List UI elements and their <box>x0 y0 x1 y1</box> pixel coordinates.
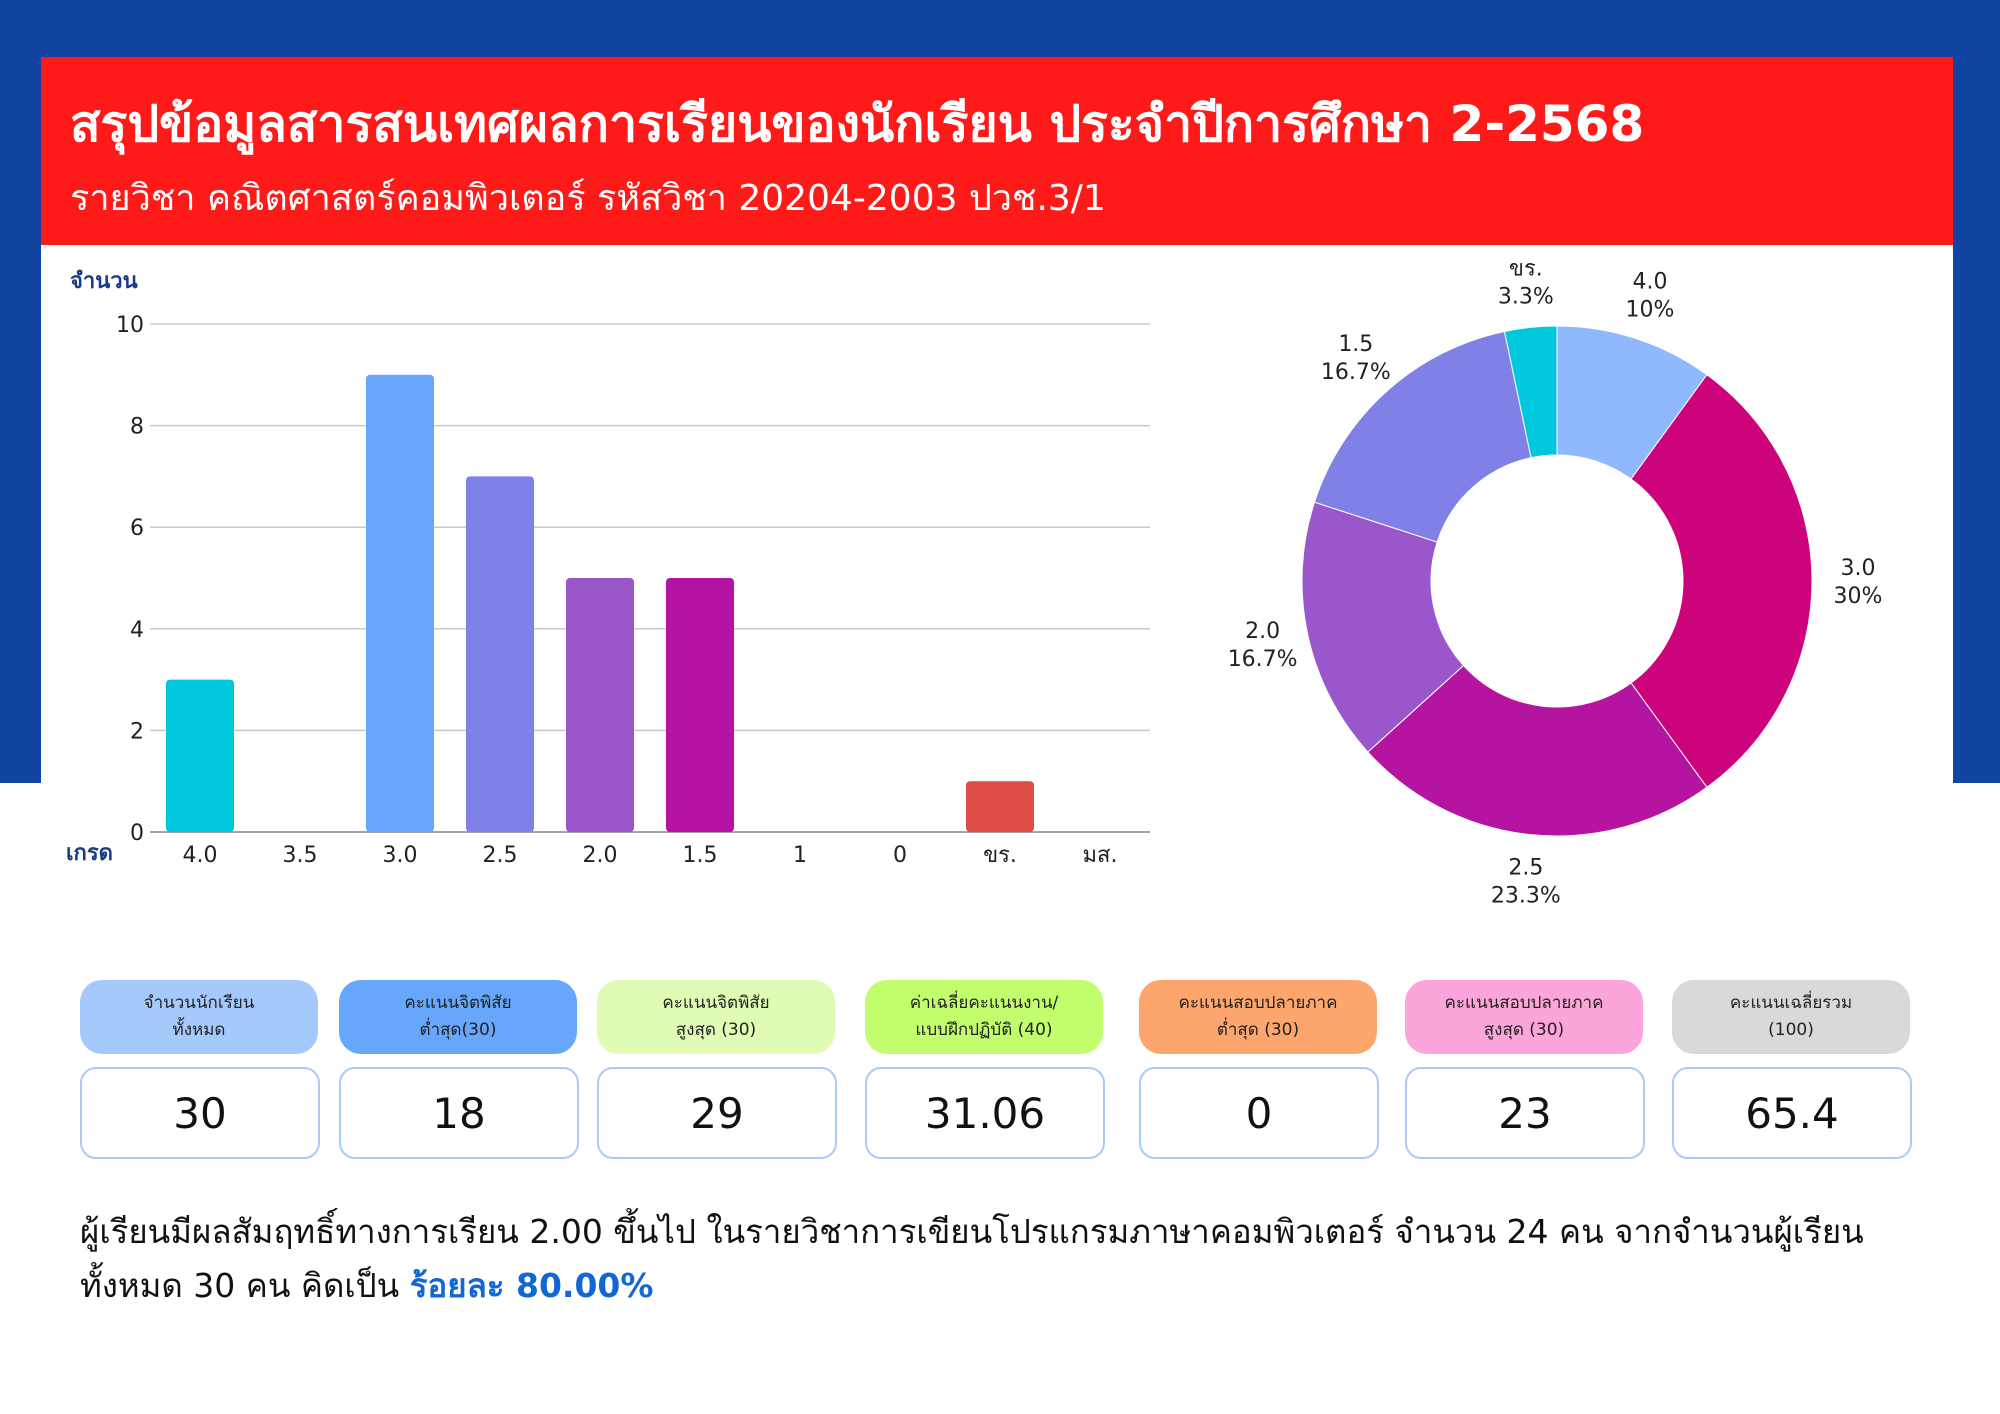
x-tick-label: 3.0 <box>383 843 418 868</box>
bar <box>166 679 234 832</box>
bar <box>566 578 634 832</box>
bar <box>366 374 434 832</box>
stat-label: คะแนนจิตพิสัย ต่ำสุด(30) <box>339 980 577 1054</box>
y-tick-label: 6 <box>130 516 144 541</box>
y-tick-label: 0 <box>130 821 144 846</box>
slice-label: 1.5 <box>1338 332 1373 357</box>
page-title: สรุปข้อมูลสารสนเทศผลการเรียนของนักเรียน … <box>70 95 1645 153</box>
stat-label: คะแนนจิตพิสัย สูงสุด (30) <box>597 980 835 1054</box>
x-tick-label: 3.5 <box>283 843 318 868</box>
y-axis-title: จำนวน <box>70 269 138 294</box>
slice-percent: 16.7% <box>1321 360 1391 385</box>
summary-text: ผู้เรียนมีผลสัมฤทธิ์ทางการเรียน 2.00 ขึ้… <box>80 1205 1920 1313</box>
summary-highlight: ร้อยละ 80.00% <box>409 1266 654 1305</box>
x-tick-label: มส. <box>1083 843 1118 868</box>
slice-percent: 30% <box>1834 584 1883 609</box>
header-banner: สรุปข้อมูลสารสนเทศผลการเรียนของนักเรียน … <box>41 57 1953 245</box>
bar <box>466 476 534 832</box>
donut-slice <box>1503 325 1558 459</box>
bar <box>966 781 1034 832</box>
page-subtitle: รายวิชา คณิตศาสตร์คอมพิวเตอร์ รหัสวิชา 2… <box>70 178 1106 219</box>
stat-value: 65.4 <box>1672 1067 1912 1159</box>
stat-label: ค่าเฉลี่ยคะแนนงาน/ แบบฝึกปฏิบัติ (40) <box>865 980 1103 1054</box>
x-tick-label: 2.0 <box>583 843 618 868</box>
stat-value: 0 <box>1139 1067 1379 1159</box>
y-tick-label: 10 <box>116 313 144 338</box>
donut-slice <box>1367 664 1708 837</box>
slice-percent: 16.7% <box>1228 647 1298 672</box>
slice-label: ขร. <box>1509 257 1543 282</box>
y-tick-label: 8 <box>130 415 144 440</box>
bar <box>666 578 734 832</box>
x-tick-label: ขร. <box>983 843 1017 868</box>
donut-slice <box>1630 374 1813 788</box>
stat-label: คะแนนสอบปลายภาค ต่ำสุด (30) <box>1139 980 1377 1054</box>
slice-label: 2.0 <box>1245 619 1280 644</box>
stat-value: 29 <box>597 1067 837 1159</box>
stat-label: คะแนนเฉลี่ยรวม (100) <box>1672 980 1910 1054</box>
donut-slice <box>1313 330 1532 543</box>
stat-value: 18 <box>339 1067 579 1159</box>
slice-percent: 23.3% <box>1491 883 1561 908</box>
stat-label: คะแนนสอบปลายภาค สูงสุด (30) <box>1405 980 1643 1054</box>
stat-value: 30 <box>80 1067 320 1159</box>
x-tick-label: 0 <box>893 843 907 868</box>
stat-label: จำนวนนักเรียน ทั้งหมด <box>80 980 318 1054</box>
x-tick-label: 1.5 <box>683 843 718 868</box>
slice-label: 4.0 <box>1633 270 1668 295</box>
x-tick-label: 4.0 <box>183 843 218 868</box>
grade-donut-chart: 4.0 10% 3.0 30% 2.5 23.3% 2.0 16.7% 1.5 16.7% ขร. 3… <box>1228 257 1883 909</box>
donut-slice <box>1301 501 1465 753</box>
y-tick-label: 4 <box>130 618 144 643</box>
slice-label: 3.0 <box>1841 556 1876 581</box>
x-tick-label: 1 <box>793 843 807 868</box>
slice-percent: 10% <box>1626 298 1675 323</box>
stat-value: 31.06 <box>865 1067 1105 1159</box>
stat-value: 23 <box>1405 1067 1645 1159</box>
y-tick-label: 2 <box>130 719 144 744</box>
slice-label: 2.5 <box>1508 855 1543 880</box>
x-axis-title: เกรด <box>66 841 113 866</box>
slice-percent: 3.3% <box>1498 285 1554 310</box>
x-tick-label: 2.5 <box>483 843 518 868</box>
summary-body: ผู้เรียนมีผลสัมฤทธิ์ทางการเรียน 2.00 ขึ้… <box>80 1212 1864 1305</box>
